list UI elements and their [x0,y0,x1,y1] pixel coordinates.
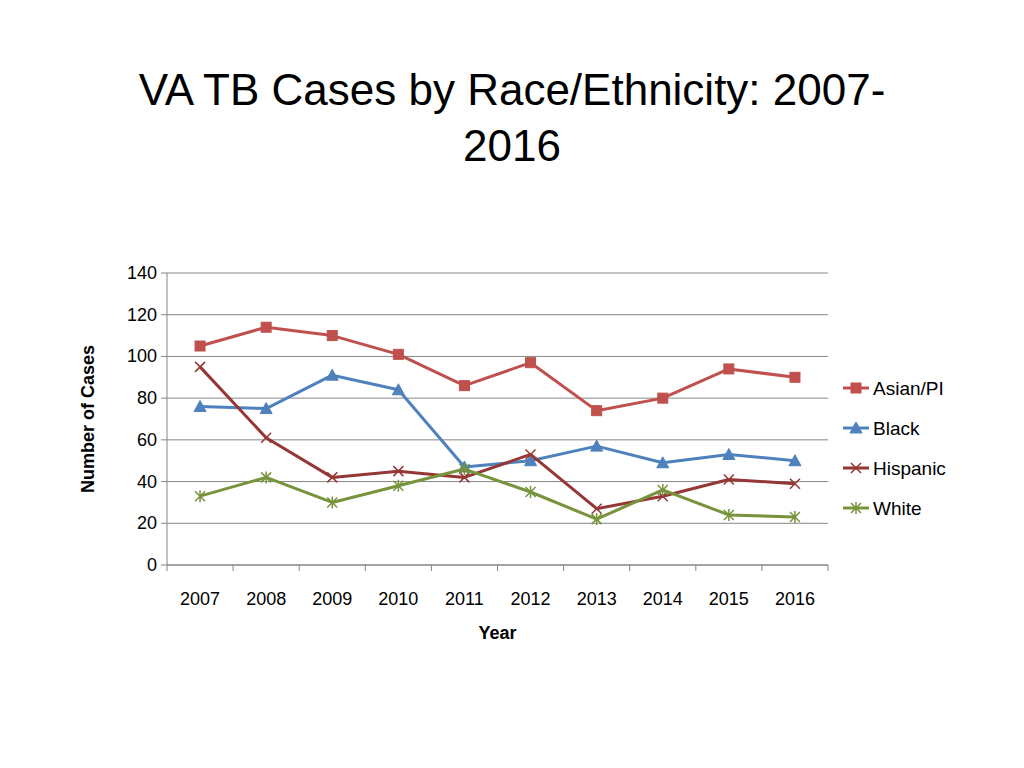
data-point [657,457,669,468]
grid-line [167,356,828,357]
y-tick-label: 80 [137,388,157,408]
data-point [789,455,801,466]
legend-label: White [873,498,922,519]
data-point [592,513,602,525]
y-tick [161,314,167,315]
x-tick [563,565,564,571]
series-line [200,469,795,519]
data-point [790,511,800,523]
x-tick-label: 2008 [246,589,286,609]
legend-label: Black [873,418,920,439]
data-point [393,349,403,359]
legend-label: Hispanic [873,458,946,479]
y-tick-label: 140 [127,263,157,283]
x-tick [233,565,234,571]
legend-marker [851,383,861,393]
data-point [526,486,536,498]
y-tick-label: 20 [137,513,157,533]
y-tick [161,356,167,357]
x-tick [431,565,432,571]
data-point [658,393,668,403]
data-point [261,322,271,332]
data-point [393,480,403,492]
data-point [526,358,536,368]
data-point [724,509,734,521]
x-tick-label: 2015 [709,589,749,609]
grid-line [167,523,828,524]
x-tick-label: 2007 [180,589,220,609]
x-tick [695,565,696,571]
y-tick-label: 40 [137,472,157,492]
data-point [327,496,337,508]
title: VA TB Cases by Race/Ethnicity: 2007-2016 [132,62,892,174]
chart: 0 20 40 60 80 100 120 140 2007 2008 2009 2010 2011 20… [0,0,1024,768]
x-axis-label: Year [478,623,516,643]
legend-marker [850,422,862,433]
data-point [459,463,469,475]
data-point [195,490,205,502]
data-point [195,362,205,372]
data-point [326,369,338,380]
data-point [591,440,603,451]
data-point [393,466,403,476]
data-point [260,403,272,414]
data-point [592,504,602,514]
grid-line [167,398,828,399]
x-tick [365,565,366,571]
y-tick [161,439,167,440]
y-tick [161,523,167,524]
grid-line [167,314,828,315]
y-tick-label: 100 [127,346,157,366]
y-tick [161,481,167,482]
x-tick-label: 2014 [643,589,683,609]
legend-label: Asian/PI [873,378,944,399]
x-tick-label: 2011 [445,589,484,609]
y-axis [167,273,168,565]
data-point [261,471,271,483]
data-point [723,448,735,459]
x-tick [299,565,300,571]
y-axis-label: Number of Cases [78,345,98,493]
data-point [327,331,337,341]
data-point [658,484,668,496]
x-tick-label: 2010 [378,589,418,609]
data-point [724,474,734,484]
x-tick [761,565,762,571]
data-point [194,400,206,411]
data-point [195,341,205,351]
x-tick [497,565,498,571]
title-box: VA TB Cases by Race/Ethnicity: 2007-2016 [0,62,1024,174]
y-tick [161,398,167,399]
x-tick [167,565,168,571]
data-point [392,384,404,395]
grid-line [167,273,828,274]
legend-marker [851,502,861,514]
y-tick-label: 120 [127,305,157,325]
data-point [592,406,602,416]
data-point [459,381,469,391]
y-tick-label: 60 [137,430,157,450]
x-tick [828,565,829,571]
y-tick-label: 0 [147,555,157,575]
data-point [526,449,536,459]
x-tick [629,565,630,571]
data-point [261,433,271,443]
data-point [790,372,800,382]
legend-marker [851,463,861,473]
x-tick-label: 2009 [312,589,352,609]
x-tick-label: 2016 [775,589,815,609]
data-point [790,479,800,489]
plot-area [194,322,801,525]
y-tick [161,565,167,566]
x-tick-label: 2012 [511,589,551,609]
data-point [327,472,337,482]
x-tick-label: 2013 [577,589,617,609]
y-tick [161,273,167,274]
data-point [724,364,734,374]
